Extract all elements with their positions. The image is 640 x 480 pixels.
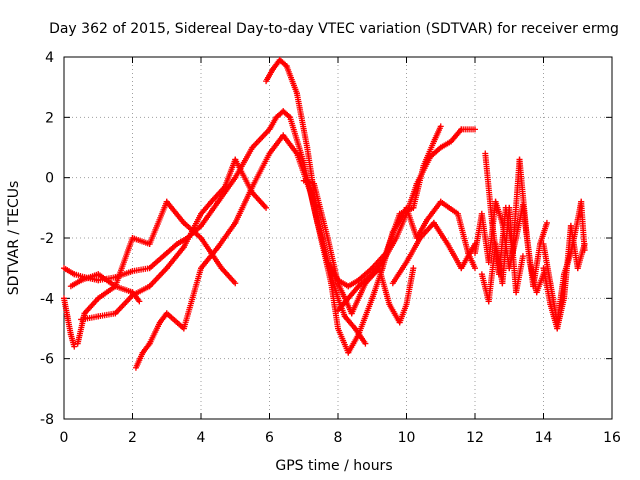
data-point: [543, 219, 550, 226]
chart-title: Day 362 of 2015, Sidereal Day-to-day VTE…: [49, 21, 619, 37]
y-axis-label: SDTVAR / TECUs: [6, 181, 22, 296]
x-tick-label: 4: [197, 430, 206, 446]
data-point: [362, 340, 369, 347]
series-sat-g: [263, 57, 444, 290]
data-point: [472, 126, 478, 133]
series-sat-e: [74, 283, 143, 347]
x-tick-label: 0: [60, 430, 69, 446]
series-sat-i: [300, 177, 417, 326]
y-tick-label: -8: [40, 412, 54, 428]
series-sat-b: [67, 198, 239, 290]
y-tick-label: -6: [40, 352, 54, 368]
series-sat-d: [78, 156, 270, 323]
x-tick-label: 12: [466, 430, 484, 446]
x-tick-label: 6: [265, 430, 274, 446]
x-tick-label: 10: [398, 430, 416, 446]
x-tick-label: 2: [128, 430, 137, 446]
x-tick-label: 14: [535, 430, 553, 446]
data-point: [71, 343, 78, 350]
data-point: [232, 280, 239, 287]
series-sat-h: [335, 126, 478, 314]
data-points: [61, 57, 588, 371]
axis-ticks: [63, 56, 613, 420]
data-point: [519, 253, 526, 260]
y-tick-label: 4: [45, 50, 54, 66]
y-tick-labels: -8 -6 -4 -2 0 2 4: [40, 50, 54, 428]
y-tick-label: 0: [45, 171, 54, 187]
data-point: [136, 298, 143, 305]
data-point: [472, 265, 478, 272]
x-tick-labels: 0 2 4 6 8 10 12 14 16: [60, 430, 621, 446]
data-point: [581, 241, 588, 248]
data-point: [410, 265, 417, 272]
y-tick-label: 2: [45, 110, 54, 126]
series-sat-c: [61, 295, 78, 350]
series-sat-m: [478, 204, 526, 305]
x-axis-label: GPS time / hours: [275, 458, 392, 474]
data-point: [263, 204, 270, 211]
series-sat-j: [389, 219, 478, 287]
x-tick-label: 16: [603, 430, 621, 446]
data-point: [437, 123, 444, 130]
y-tick-label: -4: [40, 291, 54, 307]
x-tick-label: 8: [334, 430, 343, 446]
series-sat-o: [540, 222, 588, 332]
y-tick-label: -2: [40, 231, 54, 247]
